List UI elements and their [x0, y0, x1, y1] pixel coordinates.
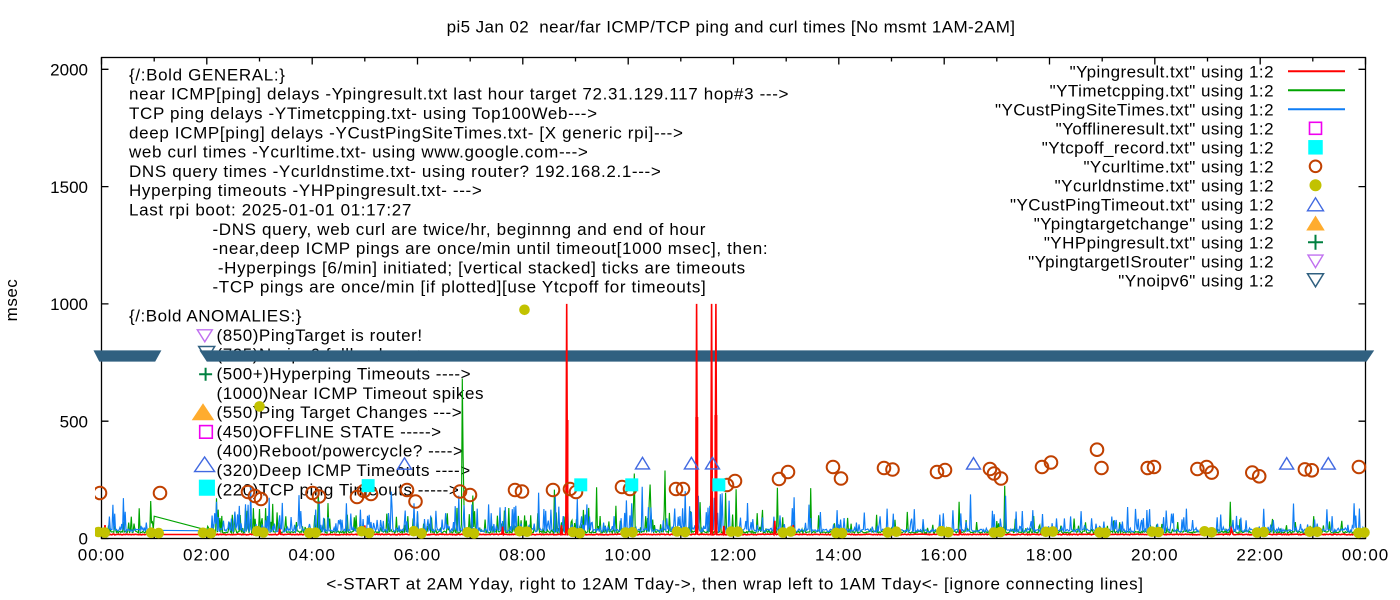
svg-text:near ICMP[ping] delays -Ypingr: near ICMP[ping] delays -Ypingresult.txt …: [129, 85, 789, 104]
svg-text:-TCP pings are once/min [if pl: -TCP pings are once/min [if plotted][use…: [213, 278, 707, 297]
svg-text:pi5 Jan 02 near/far ICMP/TCP: pi5 Jan 02 near/far ICMP/TCP ping and cu…: [447, 18, 1016, 37]
svg-text:(220)TCP ping Timeouts ----->: (220)TCP ping Timeouts ----->: [217, 480, 460, 499]
svg-text:{/:Bold GENERAL:}: {/:Bold GENERAL:}: [129, 65, 286, 84]
svg-text:"YCustPingTimeout.txt" using 1: "YCustPingTimeout.txt" using 1:2: [1010, 196, 1274, 215]
svg-text:(400)Reboot/powercycle? ---->: (400)Reboot/powercycle? ---->: [217, 442, 464, 461]
svg-text:{/:Bold ANOMALIES:}: {/:Bold ANOMALIES:}: [129, 307, 302, 326]
svg-text:"Ytcpoff_record.txt" using 1:2: "Ytcpoff_record.txt" using 1:2: [1042, 139, 1274, 158]
svg-text:00:00: 00:00: [78, 546, 126, 565]
svg-text:0: 0: [79, 530, 88, 549]
svg-text:500: 500: [60, 412, 88, 431]
svg-text:"Ypingtargetchange" using 1:2: "Ypingtargetchange" using 1:2: [1034, 215, 1274, 234]
svg-text:(320)Deep ICMP Timeouts ---->: (320)Deep ICMP Timeouts ---->: [217, 461, 471, 480]
svg-text:10:00: 10:00: [604, 546, 652, 565]
svg-text:08:00: 08:00: [499, 546, 547, 565]
svg-text:"Ycurldnstime.txt" using 1:2: "Ycurldnstime.txt" using 1:2: [1055, 177, 1274, 196]
svg-text:web curl times -Ycurltime.txt-: web curl times -Ycurltime.txt- using www…: [128, 143, 588, 162]
svg-text:04:00: 04:00: [288, 546, 336, 565]
svg-text:deep ICMP[ping] delays -YCustP: deep ICMP[ping] delays -YCustPingSiteTim…: [129, 123, 684, 142]
svg-text:DNS query times -Ycurldnstime.: DNS query times -Ycurldnstime.txt- using…: [129, 162, 661, 181]
svg-text:2000: 2000: [50, 61, 88, 80]
svg-text:-near,deep ICMP pings are once: -near,deep ICMP pings are once/min until…: [213, 239, 769, 258]
svg-text:06:00: 06:00: [394, 546, 442, 565]
svg-text:20:00: 20:00: [1131, 546, 1179, 565]
svg-text:12:00: 12:00: [710, 546, 758, 565]
svg-text:"YpingtargetISrouter" using 1:: "YpingtargetISrouter" using 1:2: [1028, 253, 1274, 272]
svg-text:(550)Ping Target Changes --->: (550)Ping Target Changes --->: [217, 403, 463, 422]
svg-text:"YCustPingSiteTimes.txt" using: "YCustPingSiteTimes.txt" using 1:2: [995, 101, 1274, 120]
svg-text:(1000)Near ICMP Timeout spikes: (1000)Near ICMP Timeout spikes: [217, 384, 485, 403]
svg-text:"YTimetcpping.txt" using 1:2: "YTimetcpping.txt" using 1:2: [1050, 82, 1274, 101]
svg-text:02:00: 02:00: [183, 546, 231, 565]
svg-text:"YHPpingresult.txt" using 1:2: "YHPpingresult.txt" using 1:2: [1044, 234, 1274, 253]
svg-text:1000: 1000: [50, 295, 88, 314]
svg-text:14:00: 14:00: [815, 546, 863, 565]
svg-text:-Hyperpings [6/min] initiated;: -Hyperpings [6/min] initiated; [vertical…: [213, 258, 746, 277]
svg-text:Last rpi boot: 2025-01-01 01:1: Last rpi boot: 2025-01-01 01:17:27: [129, 201, 412, 220]
svg-text:"Ycurltime.txt" using 1:2: "Ycurltime.txt" using 1:2: [1083, 158, 1274, 177]
svg-text:00:00: 00:00: [1342, 546, 1390, 565]
svg-text:1500: 1500: [50, 178, 88, 197]
svg-text:TCP ping delays -YTimetcpping.: TCP ping delays -YTimetcpping.txt- using…: [129, 104, 598, 123]
svg-text:(850)PingTarget is router!: (850)PingTarget is router!: [217, 326, 423, 345]
svg-text:18:00: 18:00: [1026, 546, 1074, 565]
svg-text:"Ypingresult.txt" using 1:2: "Ypingresult.txt" using 1:2: [1070, 63, 1274, 82]
svg-text:"Ynoipv6" using 1:2: "Ynoipv6" using 1:2: [1118, 272, 1274, 291]
svg-text:"Yofflineresult.txt" using 1:2: "Yofflineresult.txt" using 1:2: [1056, 120, 1274, 139]
svg-text:Hyperping timeouts -YHPpingres: Hyperping timeouts -YHPpingresult.txt- -…: [129, 181, 482, 200]
svg-text:(500+)Hyperping Timeouts ---->: (500+)Hyperping Timeouts ---->: [217, 365, 472, 384]
svg-text:<-START at 2AM Yday, right to: <-START at 2AM Yday, right to 12AM Tday-…: [326, 575, 1143, 594]
svg-text:-DNS query, web curl are twice: -DNS query, web curl are twice/hr, begin…: [213, 220, 707, 239]
svg-text:msec: msec: [2, 279, 21, 322]
svg-text:22:00: 22:00: [1236, 546, 1284, 565]
svg-text:(450)OFFLINE STATE ----->: (450)OFFLINE STATE ----->: [217, 422, 442, 441]
svg-text:16:00: 16:00: [920, 546, 968, 565]
